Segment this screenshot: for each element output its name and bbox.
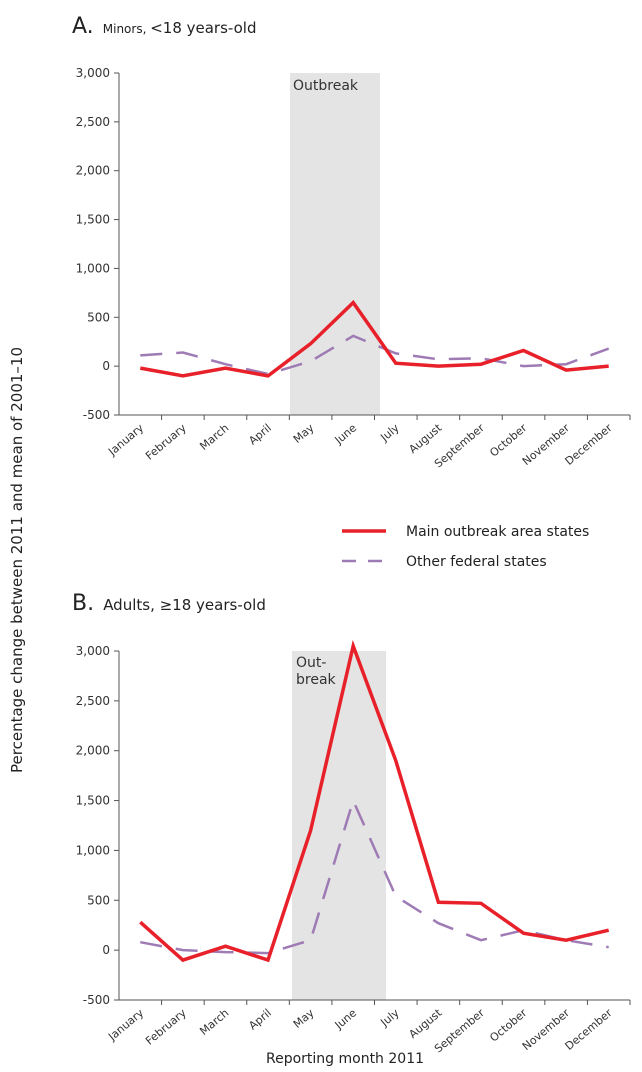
x-axis-label: Reporting month 2011 xyxy=(266,1051,424,1067)
panel-a-outbreak-label: Outbreak xyxy=(293,78,359,94)
panel-a-y-tick-label: 1,000 xyxy=(76,261,110,275)
panel-b-x-tick-label: March xyxy=(197,1006,231,1038)
panel-b-y-tick-label: 500 xyxy=(87,893,110,907)
panel-a-y-tick-label: -500 xyxy=(83,408,110,422)
panel-a-x-tick-label: May xyxy=(291,421,317,446)
panel-b-x-tick-label: December xyxy=(563,1006,615,1053)
panel-b-x-tick-label: July xyxy=(377,1006,402,1030)
panel-a-x-tick-label: January xyxy=(105,421,146,459)
panel-a-x-tick-label: March xyxy=(197,421,231,453)
panel-b-x-tick-label: August xyxy=(406,1006,444,1041)
panel-a-y-tick-label: 1,500 xyxy=(76,213,110,227)
panel-b-y-tick-label: -500 xyxy=(83,993,110,1007)
legend: Main outbreak area states Other federal … xyxy=(342,524,589,570)
panel-b-y-tick-label: 1,500 xyxy=(76,794,110,808)
panel-a-title: A. Minors, <18 years-old xyxy=(72,14,256,39)
panel-a-y-tick-label: 3,000 xyxy=(76,66,110,80)
panel-b-y-tick-label: 2,500 xyxy=(76,694,110,708)
panel-b-y-tick-label: 3,000 xyxy=(76,644,110,658)
panel-b-letter: B. xyxy=(72,591,94,616)
panel-a-x-tick-label: June xyxy=(332,421,360,447)
panel-a-x-tick-label: December xyxy=(563,421,615,468)
panel-a-x-tick-label: August xyxy=(406,421,444,456)
panel-b-x-tick-label: January xyxy=(105,1006,146,1044)
panel-a-subtitle-prefix: Minors, xyxy=(103,22,150,36)
legend-main-label: Main outbreak area states xyxy=(406,524,589,540)
panel-b-x-tick-label: May xyxy=(291,1006,317,1031)
panel-a-x-tick-label: July xyxy=(377,421,402,445)
panel-a-outbreak-shade xyxy=(290,73,380,415)
panel-b-y-tick-label: 0 xyxy=(102,943,110,957)
panel-b-y-tick-label: 2,000 xyxy=(76,744,110,758)
panel-a-x-tick-label: April xyxy=(246,421,274,447)
panel-a-y-tick-label: 500 xyxy=(87,310,110,324)
panel-b-title: B. Adults, ≥18 years-old xyxy=(72,591,266,616)
panel-a-y-tick-label: 2,000 xyxy=(76,164,110,178)
panel-b-chart: Out-break -500 0 500 1,000 1,500 2,000 2,500 3,0… xyxy=(76,639,631,1055)
panel-a-chart: Outbreak -500 0 500 1,000 1,500 2,000 2,500 3,00… xyxy=(76,66,631,470)
panel-a-letter: A. xyxy=(72,14,94,39)
legend-other-label: Other federal states xyxy=(406,554,547,570)
panel-b-y-tick-label: 1,000 xyxy=(76,843,110,857)
panel-a-y-tick-label: 2,500 xyxy=(76,115,110,129)
panel-a-main-outbreak-line xyxy=(139,299,609,378)
panel-b-other-states-line xyxy=(140,797,609,955)
panel-a-y-tick-label: 0 xyxy=(102,359,110,373)
panel-a-subtitle-rest: <18 years-old xyxy=(150,19,256,37)
panel-a-x-tick-label: February xyxy=(143,421,189,463)
panel-a-other-states-line xyxy=(140,334,610,376)
panel-b-x-tick-label: February xyxy=(143,1006,189,1048)
panel-b-x-tick-label: April xyxy=(246,1006,274,1032)
panel-b-main-outbreak-line xyxy=(139,639,610,963)
panel-b-subtitle: Adults, ≥18 years-old xyxy=(103,596,266,614)
panel-b-outbreak-label: Out- xyxy=(296,655,326,671)
panel-b-outbreak-label: break xyxy=(296,672,337,688)
y-axis-label: Percentage change between 2011 and mean … xyxy=(8,347,26,773)
panel-b-x-tick-label: June xyxy=(332,1006,360,1032)
